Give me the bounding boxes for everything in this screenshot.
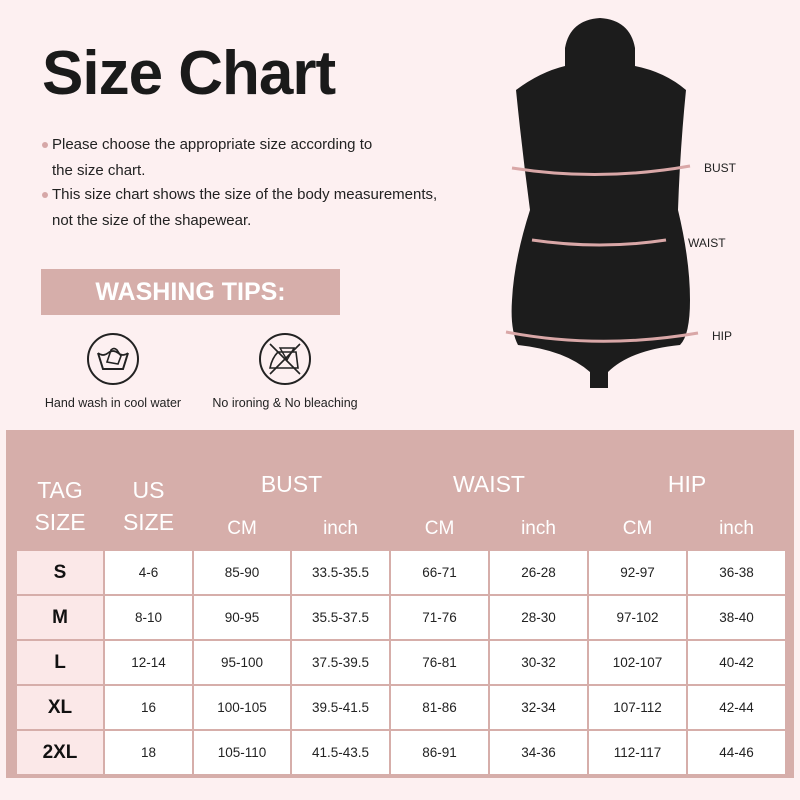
table-cell: 28-30 xyxy=(490,596,587,639)
table-cell: 100-105 xyxy=(194,686,290,729)
table-cell: 12-14 xyxy=(105,641,192,684)
unit-header: inch xyxy=(521,518,556,539)
table-cell: 40-42 xyxy=(688,641,785,684)
bust-label: BUST xyxy=(704,161,737,175)
tag-size-header: TAG SIZE xyxy=(34,477,86,535)
hip-label: HIP xyxy=(712,329,733,343)
table-cell: 16 xyxy=(105,686,192,729)
table-cell: 36-38 xyxy=(688,551,785,594)
table-cell: 42-44 xyxy=(688,686,785,729)
table-cell: 66-71 xyxy=(391,551,488,594)
table-cell: 97-102 xyxy=(589,596,686,639)
us-size-header: US SIZE xyxy=(122,477,175,535)
unit-header: inch xyxy=(719,518,754,539)
group-header-waist: WAIST xyxy=(453,471,525,497)
tag-size-cell: L xyxy=(17,641,103,684)
note-2: This size chart shows the size of the bo… xyxy=(42,182,437,234)
table-cell: 41.5-43.5 xyxy=(292,731,389,774)
table-cell: 105-110 xyxy=(194,731,290,774)
table-cell: 34-36 xyxy=(490,731,587,774)
tag-size-cell: M xyxy=(17,596,103,639)
table-cell: 38-40 xyxy=(688,596,785,639)
table-cell: 76-81 xyxy=(391,641,488,684)
table-cell: 26-28 xyxy=(490,551,587,594)
note-1: Please choose the appropriate size accor… xyxy=(42,132,372,184)
bodysuit-image xyxy=(505,18,699,388)
table-cell: 18 xyxy=(105,731,192,774)
unit-header: inch xyxy=(323,518,358,539)
size-table: TAG SIZE US SIZE BUST CM inch WAIST CM inch HIP C… xyxy=(6,430,794,778)
tag-size-cell: XL xyxy=(17,686,103,729)
unit-header: CM xyxy=(622,518,653,539)
table-cell: 92-97 xyxy=(589,551,686,594)
tag-size-cell: S xyxy=(17,551,103,594)
table-cell: 90-95 xyxy=(194,596,290,639)
table-cell: 86-91 xyxy=(391,731,488,774)
table-cell: 107-112 xyxy=(589,686,686,729)
table-cell: 30-32 xyxy=(490,641,587,684)
group-header-bust: BUST xyxy=(260,471,323,497)
tip-no-iron: No ironing & No bleaching xyxy=(205,332,365,410)
table-cell: 71-76 xyxy=(391,596,488,639)
unit-header: CM xyxy=(424,518,455,539)
table-cell: 39.5-41.5 xyxy=(292,686,389,729)
table-cell: 102-107 xyxy=(589,641,686,684)
hand-wash-icon xyxy=(87,333,139,385)
table-cell: 44-46 xyxy=(688,731,785,774)
table-cell: 32-34 xyxy=(490,686,587,729)
table-cell: 112-117 xyxy=(589,731,686,774)
table-cell: 33.5-35.5 xyxy=(292,551,389,594)
table-cell: 8-10 xyxy=(105,596,192,639)
table-cell: 81-86 xyxy=(391,686,488,729)
unit-header: CM xyxy=(227,518,257,539)
tip-hand-wash: Hand wash in cool water xyxy=(38,332,188,410)
table-cell: 85-90 xyxy=(194,551,290,594)
table-cell: 4-6 xyxy=(105,551,192,594)
table-cell: 95-100 xyxy=(194,641,290,684)
no-iron-no-bleach-icon xyxy=(259,333,311,385)
page-title: Size Chart xyxy=(42,39,336,108)
tag-size-cell: 2XL xyxy=(17,731,103,774)
table-cell: 35.5-37.5 xyxy=(292,596,389,639)
washing-tips-heading: WASHING TIPS: xyxy=(41,269,340,315)
table-cell: 37.5-39.5 xyxy=(292,641,389,684)
group-header-hip: HIP xyxy=(667,471,707,497)
waist-label: WAIST xyxy=(688,236,726,250)
